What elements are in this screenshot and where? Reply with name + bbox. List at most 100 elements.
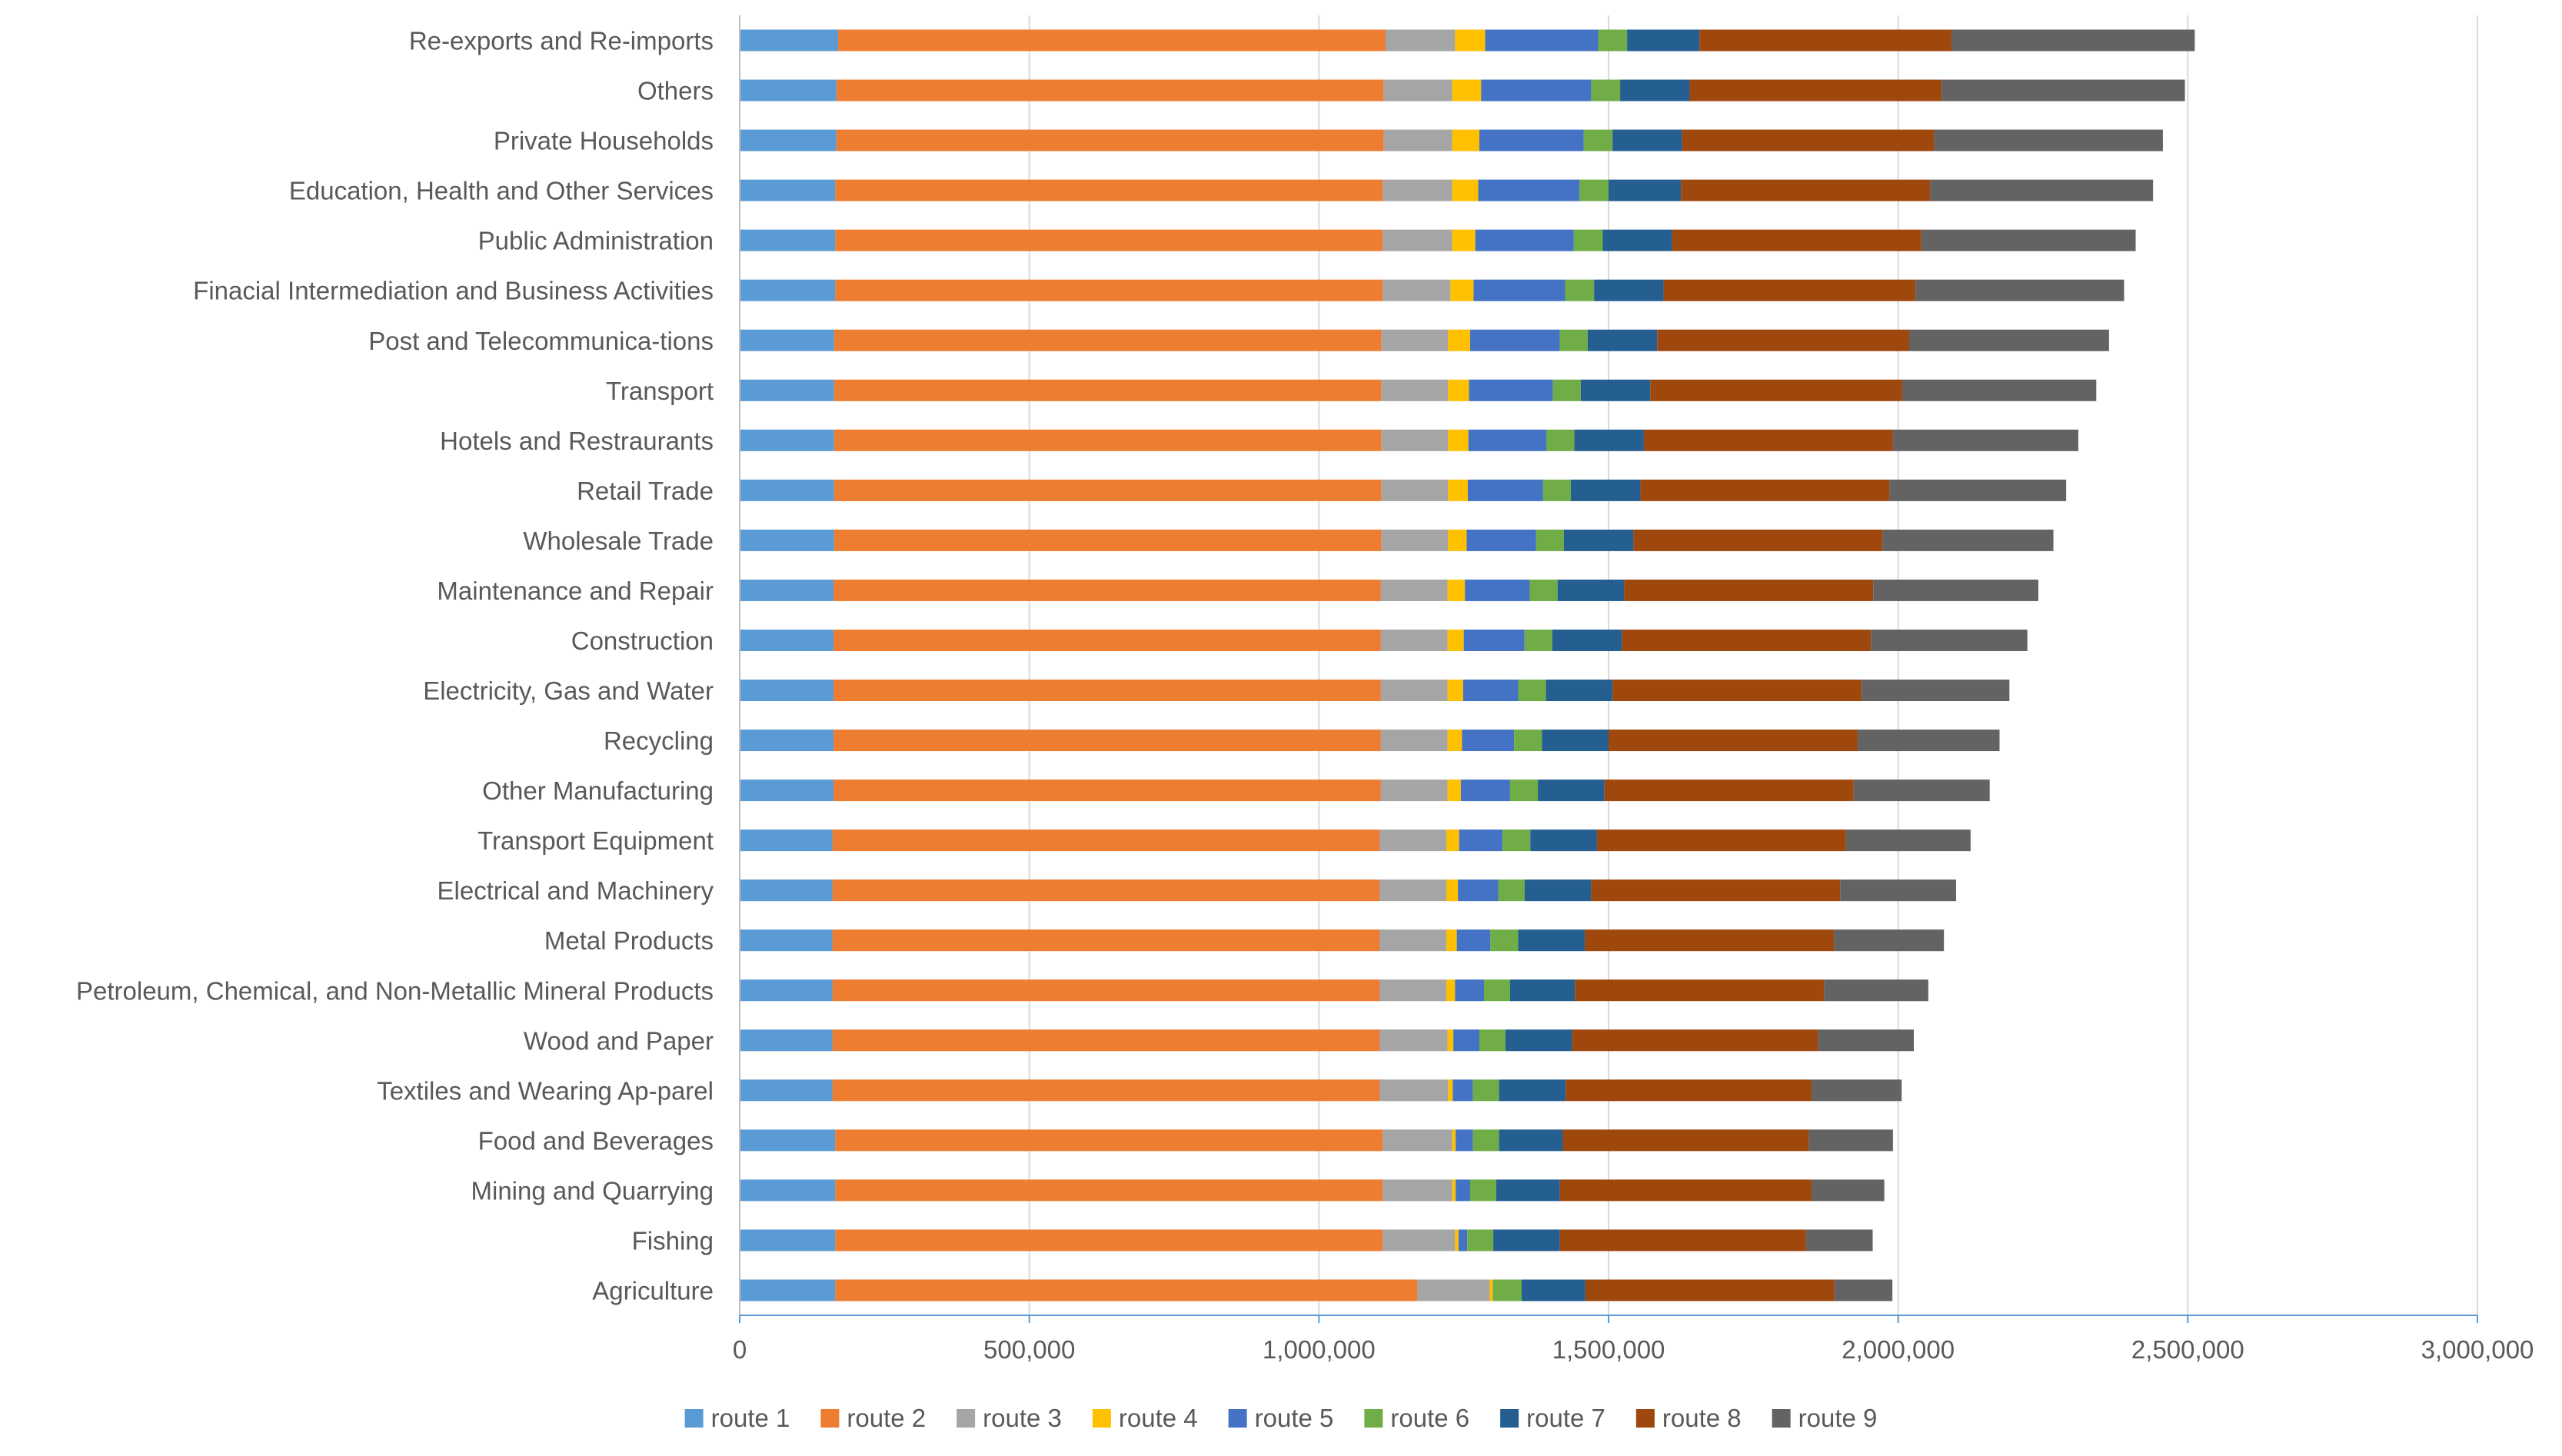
bar-segment <box>740 730 834 752</box>
bar-segment <box>1524 879 1592 902</box>
legend-label: route 4 <box>1119 1404 1198 1432</box>
bar-segment <box>1951 29 2195 52</box>
bar-segment <box>1502 829 1531 852</box>
legend-swatch <box>1364 1409 1383 1428</box>
bar-segment <box>1609 179 1682 201</box>
bar-segment <box>832 829 1380 852</box>
category-label: Fishing <box>632 1226 714 1255</box>
category-label: Finacial Intermediation and Business Act… <box>193 277 714 305</box>
bar-segment <box>1889 479 2067 501</box>
category-label: Retail Trade <box>577 477 714 505</box>
category-label: Private Households <box>494 127 714 155</box>
bar-segment <box>1640 479 1890 501</box>
bar-segment <box>1921 229 2136 251</box>
bar-segment <box>1657 329 1909 351</box>
bar-segment <box>1485 29 1599 52</box>
category-label: Petroleum, Chemical, and Non-Metallic Mi… <box>76 976 714 1005</box>
bar-segment <box>1514 730 1542 752</box>
bar-segment <box>1818 1029 1915 1052</box>
bar-segment <box>1518 680 1546 702</box>
bar-segment <box>1689 79 1942 101</box>
bar-segment <box>1681 179 1931 201</box>
bar-segment <box>1509 780 1539 802</box>
bar-segment <box>1633 529 1883 551</box>
legend-swatch <box>1772 1409 1791 1428</box>
bar-segment <box>1382 179 1452 201</box>
bar-segment <box>1382 1129 1452 1152</box>
bar-segment <box>833 429 1382 451</box>
bar-segment <box>835 1229 1383 1252</box>
bar-segment <box>740 79 837 101</box>
bar-segment <box>1496 1179 1560 1202</box>
category-label: Transport <box>606 377 714 405</box>
category-label: Wood and Paper <box>524 1026 714 1055</box>
bar-segment <box>1902 379 2097 401</box>
bar-segment <box>740 1029 833 1052</box>
bar-segment <box>832 979 1380 1002</box>
legend-label: route 8 <box>1662 1404 1742 1432</box>
bar-segment <box>1585 929 1835 952</box>
bar-segment <box>1473 279 1565 301</box>
bar-segment <box>1452 179 1479 201</box>
legend-label: route 9 <box>1798 1404 1878 1432</box>
bar-segment <box>1379 979 1447 1002</box>
bar-segment <box>1448 1079 1453 1102</box>
bar-segment <box>1542 479 1572 501</box>
bar-segment <box>1383 129 1452 151</box>
bar-segment <box>1643 429 1893 451</box>
bar-segment <box>1460 780 1510 802</box>
bar-segment <box>740 629 834 651</box>
gridlines <box>1028 15 2478 1315</box>
bar-segment <box>1385 29 1456 52</box>
bar-segment <box>1682 129 1935 151</box>
bar-segment <box>1557 579 1625 601</box>
category-label: Post and Telecommunica-tions <box>368 327 714 355</box>
bar-segment <box>838 29 1386 52</box>
bar-segment <box>1509 979 1575 1002</box>
bar-segment <box>1612 680 1862 702</box>
bar-segment <box>1469 379 1553 401</box>
bar-segment <box>1382 229 1452 251</box>
bar-segment <box>1624 579 1874 601</box>
bar-segment <box>1857 730 2000 752</box>
category-label: Other Manufacturing <box>482 776 714 805</box>
bar-segment <box>1559 329 1588 351</box>
bar-segment <box>833 730 1381 752</box>
bar-segment <box>1379 1029 1448 1052</box>
bar-segment <box>1455 29 1486 52</box>
bar-segment <box>1571 479 1641 501</box>
bar-segment <box>740 579 834 601</box>
bar-segment <box>1446 829 1459 852</box>
bar-segment <box>740 829 833 852</box>
legend-label: route 2 <box>847 1404 926 1432</box>
bar-segment <box>740 279 836 301</box>
bar-segment <box>1380 579 1448 601</box>
bar-segment <box>1462 680 1519 702</box>
bar-segment <box>1552 379 1581 401</box>
bar-segment <box>1447 680 1463 702</box>
bar-segment <box>1448 479 1468 501</box>
bar-segment <box>1450 279 1474 301</box>
bar-segment <box>1563 529 1634 551</box>
bar-segment <box>835 229 1383 251</box>
legend-swatch <box>684 1409 704 1428</box>
legend: route 1 route 2 route 3 route 4 route 5 route… <box>684 1404 1878 1432</box>
bar-segment <box>740 479 834 501</box>
bar-segment <box>832 929 1380 952</box>
bar-segment <box>1812 1079 1902 1102</box>
bar-segment <box>1469 1179 1496 1202</box>
category-label: Transport Equipment <box>477 826 714 855</box>
x-tick-label: 1,000,000 <box>1263 1335 1376 1364</box>
bar-segment <box>833 780 1381 802</box>
legend-swatch <box>1228 1409 1247 1428</box>
bar-segment <box>833 680 1381 702</box>
bar-segment <box>1915 279 2124 301</box>
bar-segment <box>1452 1179 1456 1202</box>
bar-segment <box>740 1129 836 1152</box>
bar-segment <box>1379 879 1447 902</box>
bar-segment <box>1604 780 1854 802</box>
bar-segment <box>1380 629 1448 651</box>
bar-segment <box>1579 179 1609 201</box>
bar-segment <box>1467 479 1543 501</box>
